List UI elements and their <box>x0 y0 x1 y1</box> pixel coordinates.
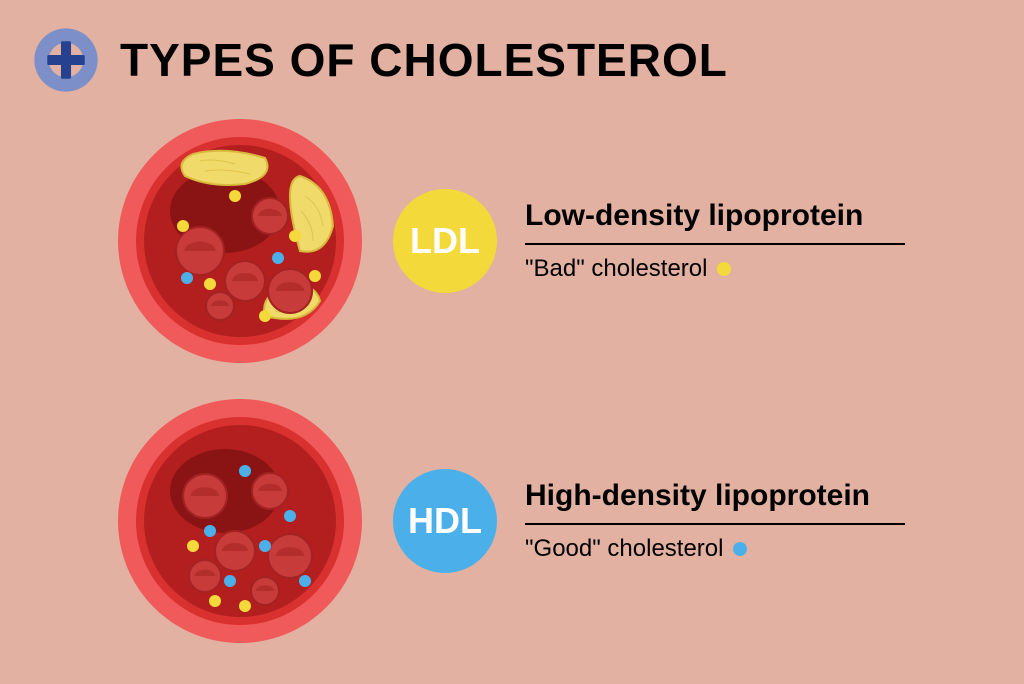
info-block: High-density lipoprotein "Good" choleste… <box>525 479 905 563</box>
divider <box>525 243 905 245</box>
logo-shape <box>34 28 97 91</box>
legend-dot-icon <box>717 262 731 276</box>
abbr-badge-hdl: HDL <box>393 469 497 573</box>
divider <box>525 523 905 525</box>
lipoprotein-name: Low-density lipoprotein <box>525 199 905 233</box>
subtitle-text: "Bad" cholesterol <box>525 255 707 283</box>
abbr-badge-ldl: LDL <box>393 189 497 293</box>
artery-illustration-hdl <box>115 396 365 646</box>
page-title: TYPES OF CHOLESTEROL <box>120 33 728 87</box>
cholesterol-row-hdl: HDL High-density lipoprotein "Good" chol… <box>0 396 1024 646</box>
lipoprotein-name: High-density lipoprotein <box>525 479 905 513</box>
lipoprotein-subtitle: "Good" cholesterol <box>525 535 905 563</box>
header: TYPES OF CHOLESTEROL <box>0 0 1024 106</box>
cholesterol-row-ldl: LDL Low-density lipoprotein "Bad" choles… <box>0 116 1024 366</box>
artery-illustration-ldl <box>115 116 365 366</box>
info-block: Low-density lipoprotein "Bad" cholestero… <box>525 199 905 283</box>
logo-icon <box>30 24 102 96</box>
lipoprotein-subtitle: "Bad" cholesterol <box>525 255 905 283</box>
abbr-label: HDL <box>408 500 482 542</box>
subtitle-text: "Good" cholesterol <box>525 535 723 563</box>
abbr-label: LDL <box>410 220 480 262</box>
legend-dot-icon <box>733 542 747 556</box>
